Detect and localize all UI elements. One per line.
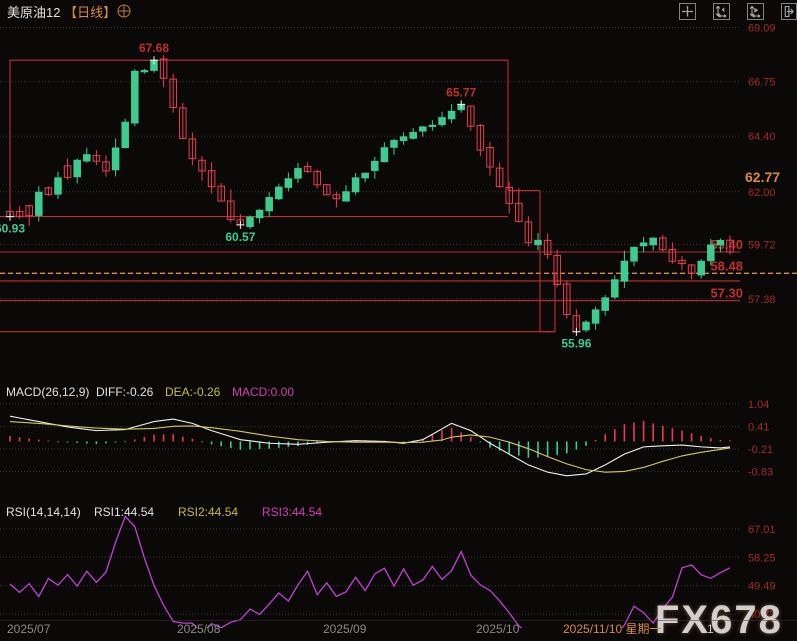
svg-text:55.96: 55.96 bbox=[561, 337, 591, 351]
svg-text:1.04: 1.04 bbox=[748, 399, 769, 411]
svg-text:49.49: 49.49 bbox=[748, 581, 776, 593]
svg-text:60.93: 60.93 bbox=[0, 222, 25, 236]
svg-text:RSI(14,14,14): RSI(14,14,14) bbox=[6, 505, 81, 519]
svg-text:67.68: 67.68 bbox=[139, 41, 169, 55]
svg-text:58.48: 58.48 bbox=[710, 258, 743, 273]
svg-text:69.09: 69.09 bbox=[748, 23, 776, 35]
svg-text:58.25: 58.25 bbox=[748, 552, 776, 564]
svg-text:62.77: 62.77 bbox=[745, 169, 780, 185]
svg-text:2025/11/10 星期一: 2025/11/10 星期一 bbox=[563, 622, 662, 636]
svg-text:1: 1 bbox=[707, 622, 714, 636]
svg-text:57.38: 57.38 bbox=[748, 294, 776, 306]
svg-text:60.57: 60.57 bbox=[225, 230, 255, 244]
svg-text:MACD:0.00: MACD:0.00 bbox=[232, 385, 294, 399]
svg-text:RSI2:44.54: RSI2:44.54 bbox=[178, 505, 238, 519]
svg-text:2025/07: 2025/07 bbox=[7, 622, 51, 636]
svg-text:65.77: 65.77 bbox=[446, 85, 476, 99]
svg-text:RSI3:44.54: RSI3:44.54 bbox=[262, 505, 322, 519]
svg-text:RSI1:44.54: RSI1:44.54 bbox=[94, 505, 154, 519]
svg-text:2025/10: 2025/10 bbox=[476, 622, 520, 636]
svg-text:0.41: 0.41 bbox=[748, 422, 769, 434]
svg-text:DEA:-0.26: DEA:-0.26 bbox=[165, 385, 221, 399]
svg-text:59.72: 59.72 bbox=[748, 240, 776, 252]
svg-text:57.30: 57.30 bbox=[710, 286, 743, 301]
svg-text:64.40: 64.40 bbox=[748, 131, 776, 143]
svg-text:67.01: 67.01 bbox=[748, 524, 776, 536]
svg-text:2025/09: 2025/09 bbox=[323, 622, 367, 636]
svg-text:DIFF:-0.26: DIFF:-0.26 bbox=[96, 385, 154, 399]
svg-text:62.00: 62.00 bbox=[748, 187, 776, 199]
svg-text:-0.83: -0.83 bbox=[748, 466, 773, 478]
svg-text:2025/08: 2025/08 bbox=[177, 622, 221, 636]
svg-text:66.75: 66.75 bbox=[748, 77, 776, 89]
svg-text:-0.21: -0.21 bbox=[748, 444, 773, 456]
svg-text:MACD(26,12,9): MACD(26,12,9) bbox=[6, 385, 89, 399]
